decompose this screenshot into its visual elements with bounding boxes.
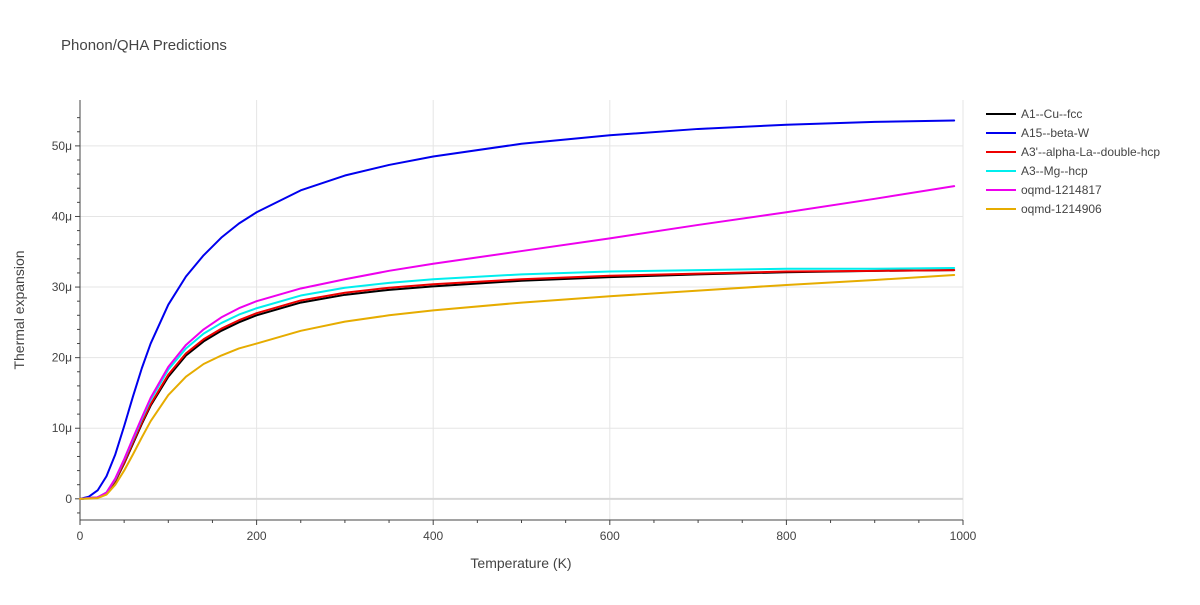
legend-item[interactable]: oqmd-1214817 <box>986 183 1102 197</box>
legend-label: A15--beta-W <box>1021 126 1090 140</box>
series-line-oqmd-1214817 <box>79 185 956 500</box>
legend-item[interactable]: A3'--alpha-La--double-hcp <box>986 145 1160 159</box>
legend[interactable]: A1--Cu--fcc A15--beta-W A3'--alpha-La--dou… <box>986 107 1160 216</box>
y-tick-label: 30μ <box>52 280 72 294</box>
x-tick-label: 400 <box>423 529 443 543</box>
plot-area <box>79 119 956 500</box>
y-tick-label: 20μ <box>52 351 72 365</box>
legend-label: A1--Cu--fcc <box>1021 107 1082 121</box>
x-axis-title: Temperature (K) <box>470 555 571 571</box>
y-tick-label: 0 <box>65 492 72 506</box>
x-tick-label: 200 <box>247 529 267 543</box>
legend-label: oqmd-1214817 <box>1021 183 1102 197</box>
chart-title: Phonon/QHA Predictions <box>61 37 227 54</box>
series-line-A15--beta-W <box>79 119 956 500</box>
series-line-A3'--alpha-La--double-hcp <box>79 269 956 500</box>
axes: 0 200 400 600 800 1000 0 10μ 20μ 30μ 40μ 50μ <box>52 100 977 543</box>
x-tick-label: 0 <box>77 529 84 543</box>
legend-label: A3'--alpha-La--double-hcp <box>1021 145 1160 159</box>
legend-item[interactable]: A3--Mg--hcp <box>986 164 1088 178</box>
grid <box>80 100 964 520</box>
x-tick-label: 800 <box>776 529 796 543</box>
legend-label: A3--Mg--hcp <box>1021 164 1088 178</box>
x-tick-label: 1000 <box>950 529 977 543</box>
series-line-A1--Cu--fcc <box>79 269 956 500</box>
x-tick-label: 600 <box>600 529 620 543</box>
legend-label: oqmd-1214906 <box>1021 202 1102 216</box>
legend-item[interactable]: oqmd-1214906 <box>986 202 1102 216</box>
y-axis-title: Thermal expansion <box>11 250 27 369</box>
y-tick-label: 10μ <box>52 421 72 435</box>
series-line-oqmd-1214906 <box>79 274 956 500</box>
y-tick-label: 50μ <box>52 139 72 153</box>
legend-item[interactable]: A15--beta-W <box>986 126 1090 140</box>
y-tick-label: 40μ <box>52 209 72 223</box>
legend-item[interactable]: A1--Cu--fcc <box>986 107 1082 121</box>
